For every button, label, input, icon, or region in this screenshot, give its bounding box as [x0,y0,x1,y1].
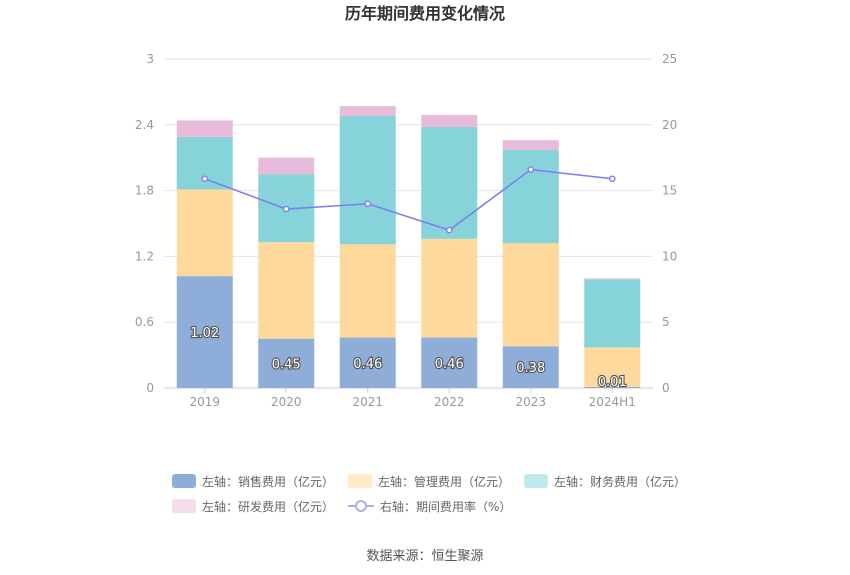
bar-segment [339,244,396,338]
bar-data-label: 0.01 [598,375,627,390]
rate-point [364,200,372,208]
y-left-tick-label: 3 [146,52,154,66]
rate-point [201,175,209,183]
y-right-tick-label: 5 [662,315,670,329]
legend-label-rd: 左轴：研发费用（亿元） [202,499,335,514]
bar-data-label: 1.02 [190,326,219,341]
x-tick-label: 2021 [352,395,383,409]
legend-label-sales: 左轴：销售费用（亿元） [202,474,335,489]
bar-segment [502,140,559,151]
x-tick-label: 2023 [515,395,546,409]
rate-point [282,205,290,213]
y-right-tick-label: 20 [662,118,677,132]
bar-segment [421,126,478,239]
bar-segment [502,150,559,244]
legend-item-sales[interactable]: 左轴：销售费用（亿元） [172,473,334,490]
y-right-tick-label: 0 [662,381,670,395]
rate-point [527,166,535,173]
y-left-tick-label: 0 [146,381,154,395]
bar-segment [339,106,396,117]
grid-lines [164,58,653,389]
legend: 左轴：销售费用（亿元） 左轴：管理费用（亿元） 左轴：财务费用（亿元） 左轴：研… [172,470,692,520]
legend-swatch-finance [524,474,549,488]
axis-layer: 0 0.6 1.2 1.8 2.4 3 0 5 10 15 20 25 2019 2020 2021 2022… [135,52,677,409]
legend-swatch-admin [348,474,373,488]
bar-segment [176,276,233,388]
bar-segment [421,238,478,338]
bar-segment [176,120,233,137]
bar-segment [258,157,315,175]
bar-data-label: 0.46 [435,357,464,372]
bar-segment [584,347,641,387]
source-note: 数据来源：恒生聚源 [366,549,484,564]
legend-swatch-rate [348,500,375,512]
rate-line [204,168,613,231]
x-tick-label: 2020 [271,395,302,409]
legend-row-1: 左轴：销售费用（亿元） 左轴：管理费用（亿元） 左轴：财务费用（亿元） [172,470,692,492]
bar-data-label: 0.38 [516,361,545,376]
y-left-tick-label: 0.6 [135,315,154,329]
bar-segment [584,279,641,348]
y-left-tick-label: 1.2 [135,249,154,263]
legend-item-admin[interactable]: 左轴：管理费用（亿元） [348,473,510,490]
y-right-tick-label: 25 [662,52,677,66]
bar-segment [502,243,559,347]
y-left-tick-label: 2.4 [135,118,154,132]
legend-label-finance: 左轴：财务费用（亿元） [554,474,687,489]
legend-item-finance[interactable]: 左轴：财务费用（亿元） [524,473,686,490]
legend-item-rate[interactable]: 右轴：期间费用率（%） [348,498,511,515]
chart-svg: 历年期间费用变化情况 1.02 0.45 0.46 0.46 0.38 0.01 0 0.6… [135,4,677,409]
bar-segment [421,337,478,388]
bar-layer: 1.02 0.45 0.46 0.46 0.38 0.01 [176,106,641,391]
x-tick-label: 2022 [434,395,465,409]
x-tick-label: 2019 [189,395,220,409]
bar-segment [258,242,315,339]
y-right-tick-label: 15 [662,184,677,198]
legend-row-2: 左轴：研发费用（亿元） 右轴：期间费用率（%） [172,495,692,517]
line-layer [201,166,616,234]
bar-segment [421,114,478,127]
rate-point [445,226,453,234]
bar-data-label: 0.46 [353,357,382,372]
bar-segment [502,346,559,388]
bar-data-label: 0.45 [272,357,301,372]
bar-segment [176,189,233,277]
bar-segment [258,338,315,388]
rate-point [608,175,616,183]
bar-segment [584,386,641,388]
legend-swatch-sales [172,474,196,488]
bar-segment [339,116,396,245]
bar-segment [584,278,641,280]
legend-label-admin: 左轴：管理费用（亿元） [378,474,511,489]
legend-item-rd[interactable]: 左轴：研发费用（亿元） [172,498,334,515]
legend-label-rate: 右轴：期间费用率（%） [380,499,512,514]
y-left-tick-label: 1.8 [135,184,154,198]
x-tick-label: 2024H1 [589,395,636,409]
chart-title: 历年期间费用变化情况 [345,4,505,23]
bar-segment [339,337,396,388]
y-right-tick-label: 10 [662,249,677,263]
legend-swatch-rd [172,499,196,513]
